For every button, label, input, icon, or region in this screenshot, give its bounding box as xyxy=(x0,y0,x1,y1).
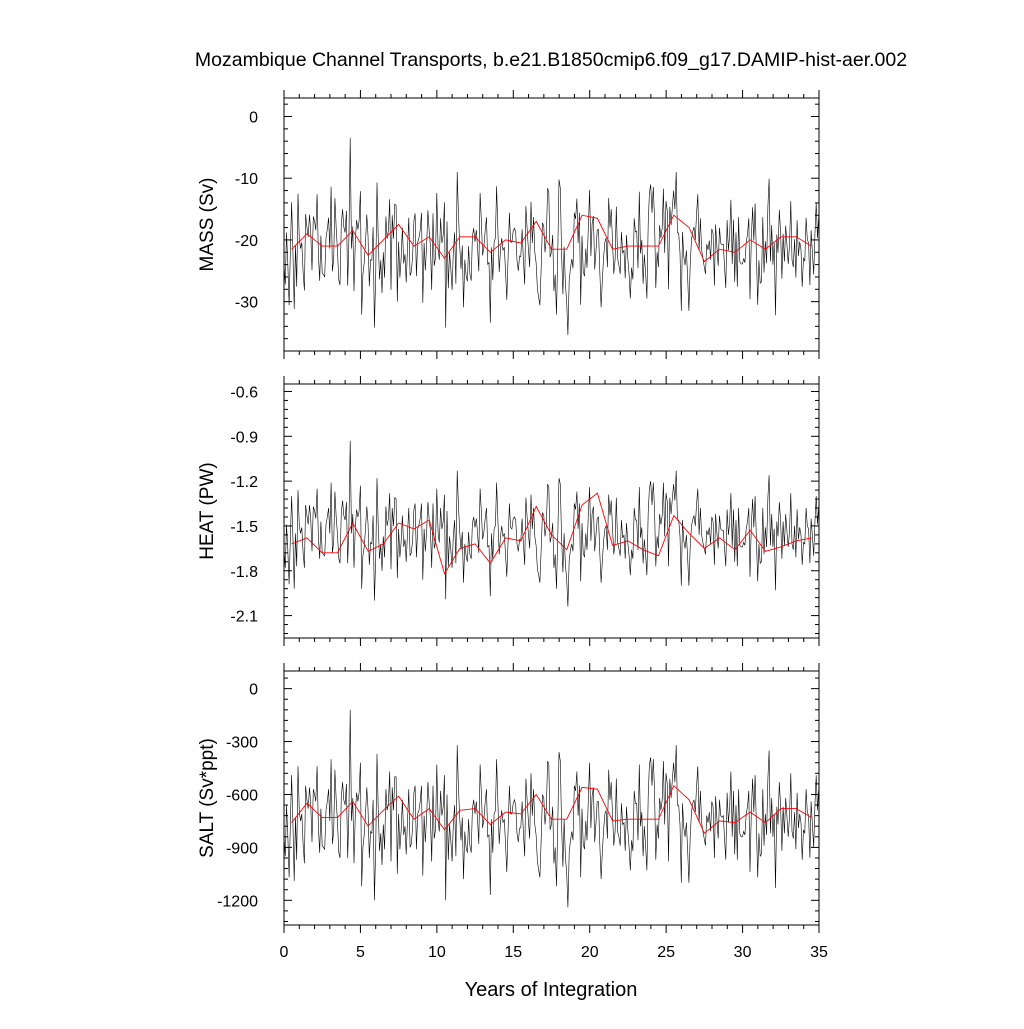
x-tick-label: 10 xyxy=(428,944,446,961)
panel-heat: -0.6 -0.9 -1.2 -1.5 -1.8 -2.1 HEAT (PW) xyxy=(197,376,820,646)
y-tick-label: 0 xyxy=(249,110,258,127)
y-tick-label: -1.8 xyxy=(230,564,258,581)
y-axis-label: SALT (Sv*ppt) xyxy=(197,738,218,858)
y-axis-label: HEAT (PW) xyxy=(197,462,218,559)
monthly-series-line xyxy=(284,138,819,336)
chart-title: Mozambique Channel Transports, b.e21.B18… xyxy=(195,49,907,71)
y-tick-label: -900 xyxy=(226,840,258,857)
y-tick-label: -1200 xyxy=(217,893,258,910)
y-tick-label: -1.2 xyxy=(230,474,258,491)
y-axis-label: MASS (Sv) xyxy=(197,178,218,272)
y-tick-label: -0.6 xyxy=(230,384,258,401)
monthly-series-line xyxy=(284,709,819,908)
y-tick-label: -300 xyxy=(226,735,258,752)
panel-mass: 0 -10 -20 -30 MASS (Sv) xyxy=(197,90,820,359)
y-tick-label: -30 xyxy=(235,295,258,312)
annual-mean-line xyxy=(291,492,812,575)
x-axis-label: Years of Integration xyxy=(465,979,638,1001)
panel-salt: 0 -300 -600 -900 -1200 SALT (Sv*ppt) 0 5 10 15 20 2… xyxy=(197,663,828,961)
y-tick-label: -600 xyxy=(226,787,258,804)
x-tick-label: 5 xyxy=(356,944,365,961)
x-tick-label: 30 xyxy=(734,944,752,961)
annual-mean-line xyxy=(291,214,812,263)
x-tick-label: 15 xyxy=(504,944,522,961)
x-tick-label: 25 xyxy=(657,944,675,961)
y-tick-label: -10 xyxy=(235,171,258,188)
x-tick-label: 0 xyxy=(280,944,289,961)
monthly-series-line xyxy=(284,440,819,607)
y-tick-label: -0.9 xyxy=(230,429,258,446)
y-tick-label: -20 xyxy=(235,233,258,250)
y-tick-label: -2.1 xyxy=(230,609,258,626)
x-tick-label: 35 xyxy=(810,944,828,961)
y-tick-label: 0 xyxy=(249,682,258,699)
y-tick-label: -1.5 xyxy=(230,519,258,536)
annual-mean-line xyxy=(291,784,812,835)
x-tick-label: 20 xyxy=(581,944,599,961)
